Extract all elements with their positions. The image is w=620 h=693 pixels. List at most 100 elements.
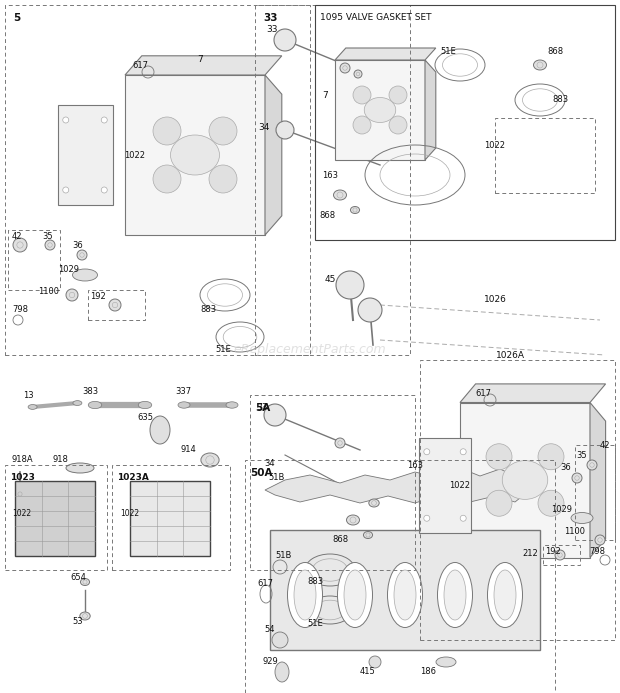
Ellipse shape xyxy=(275,662,289,682)
Text: 36: 36 xyxy=(72,240,82,249)
Bar xyxy=(58,105,112,205)
Bar xyxy=(335,60,425,160)
Circle shape xyxy=(595,535,605,545)
Text: 1100: 1100 xyxy=(564,527,585,536)
Text: 35: 35 xyxy=(42,232,53,241)
Polygon shape xyxy=(125,56,282,75)
Bar xyxy=(575,445,615,540)
Bar xyxy=(245,460,555,693)
Ellipse shape xyxy=(502,461,547,500)
Text: 883: 883 xyxy=(200,306,216,315)
Text: 192: 192 xyxy=(545,547,560,556)
Text: 1022: 1022 xyxy=(12,509,31,518)
Ellipse shape xyxy=(388,563,422,627)
Text: 51E: 51E xyxy=(440,48,456,57)
Ellipse shape xyxy=(88,401,102,409)
Text: 1029: 1029 xyxy=(58,265,79,274)
Circle shape xyxy=(101,187,107,193)
Text: 163: 163 xyxy=(407,462,423,471)
Text: 34: 34 xyxy=(265,459,275,468)
Bar xyxy=(5,465,107,570)
Ellipse shape xyxy=(347,515,360,525)
Text: 192: 192 xyxy=(90,292,106,301)
Text: 1023A: 1023A xyxy=(117,473,149,482)
Ellipse shape xyxy=(294,570,316,620)
Polygon shape xyxy=(425,60,436,160)
Text: 45: 45 xyxy=(324,276,335,285)
Text: 42: 42 xyxy=(600,441,611,450)
Text: 7: 7 xyxy=(197,55,203,64)
Text: 617: 617 xyxy=(257,579,273,588)
Circle shape xyxy=(274,29,296,51)
Circle shape xyxy=(358,298,382,322)
Bar xyxy=(543,545,580,565)
Circle shape xyxy=(153,165,181,193)
Polygon shape xyxy=(335,48,436,60)
Ellipse shape xyxy=(334,190,347,200)
Bar xyxy=(88,290,145,320)
Text: 1022: 1022 xyxy=(125,150,146,159)
Ellipse shape xyxy=(571,513,593,523)
Ellipse shape xyxy=(81,579,89,586)
Text: 798: 798 xyxy=(589,547,605,556)
Text: 13: 13 xyxy=(23,390,33,399)
Circle shape xyxy=(572,473,582,483)
Text: 617: 617 xyxy=(475,389,491,398)
Circle shape xyxy=(353,116,371,134)
Circle shape xyxy=(276,121,294,139)
Ellipse shape xyxy=(226,402,238,408)
Circle shape xyxy=(353,86,371,104)
Ellipse shape xyxy=(73,269,97,281)
Circle shape xyxy=(209,165,237,193)
Text: 883: 883 xyxy=(307,577,323,586)
Circle shape xyxy=(77,250,87,260)
Ellipse shape xyxy=(66,463,94,473)
Text: 654: 654 xyxy=(70,574,86,583)
Circle shape xyxy=(486,444,512,470)
Ellipse shape xyxy=(150,416,170,444)
Text: 1095 VALVE GASKET SET: 1095 VALVE GASKET SET xyxy=(320,13,432,22)
Text: 1023: 1023 xyxy=(10,473,35,482)
Text: 34: 34 xyxy=(259,123,270,132)
Text: 7: 7 xyxy=(322,91,328,100)
Text: 35: 35 xyxy=(577,450,587,459)
Circle shape xyxy=(335,438,345,448)
Bar xyxy=(250,395,415,570)
Circle shape xyxy=(460,516,466,521)
Polygon shape xyxy=(265,469,530,503)
Text: 617: 617 xyxy=(132,60,148,69)
Text: 51E: 51E xyxy=(215,346,231,355)
Circle shape xyxy=(264,404,286,426)
Text: 1026A: 1026A xyxy=(495,351,525,360)
Ellipse shape xyxy=(201,453,219,467)
Text: 868: 868 xyxy=(319,211,335,220)
Circle shape xyxy=(209,117,237,145)
Bar xyxy=(270,530,540,650)
Bar xyxy=(130,480,210,556)
Circle shape xyxy=(63,187,69,193)
Bar xyxy=(8,230,60,290)
Ellipse shape xyxy=(138,401,152,409)
Circle shape xyxy=(101,117,107,123)
Text: 5: 5 xyxy=(13,13,20,23)
Text: 415: 415 xyxy=(360,667,376,676)
Text: eReplacementParts.com: eReplacementParts.com xyxy=(234,344,386,356)
Ellipse shape xyxy=(363,532,373,538)
Text: 337: 337 xyxy=(175,387,191,396)
Circle shape xyxy=(486,490,512,516)
Text: 42: 42 xyxy=(12,232,22,241)
Text: 54: 54 xyxy=(265,626,275,635)
Text: 929: 929 xyxy=(262,658,278,667)
Circle shape xyxy=(424,449,430,455)
Ellipse shape xyxy=(344,570,366,620)
Text: 186: 186 xyxy=(420,667,436,676)
Bar xyxy=(5,5,310,355)
Ellipse shape xyxy=(350,207,360,213)
Circle shape xyxy=(153,117,181,145)
Text: 33: 33 xyxy=(256,403,268,412)
Circle shape xyxy=(336,271,364,299)
Ellipse shape xyxy=(487,563,523,627)
Ellipse shape xyxy=(494,570,516,620)
Circle shape xyxy=(424,516,430,521)
Bar xyxy=(419,437,471,532)
